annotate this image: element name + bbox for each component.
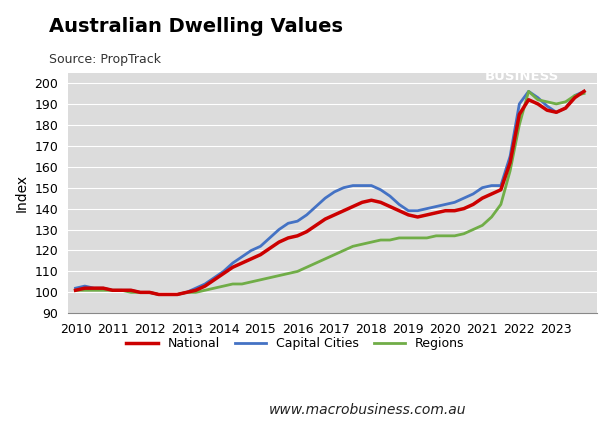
Text: Australian Dwelling Values: Australian Dwelling Values <box>49 17 343 36</box>
Text: Source: PropTrack: Source: PropTrack <box>49 53 161 66</box>
Y-axis label: Index: Index <box>15 174 29 212</box>
Legend: National, Capital Cities, Regions: National, Capital Cities, Regions <box>121 332 470 355</box>
Text: BUSINESS: BUSINESS <box>485 69 559 83</box>
Text: www.macrobusiness.com.au: www.macrobusiness.com.au <box>269 403 466 417</box>
Text: MACRO: MACRO <box>485 36 559 54</box>
